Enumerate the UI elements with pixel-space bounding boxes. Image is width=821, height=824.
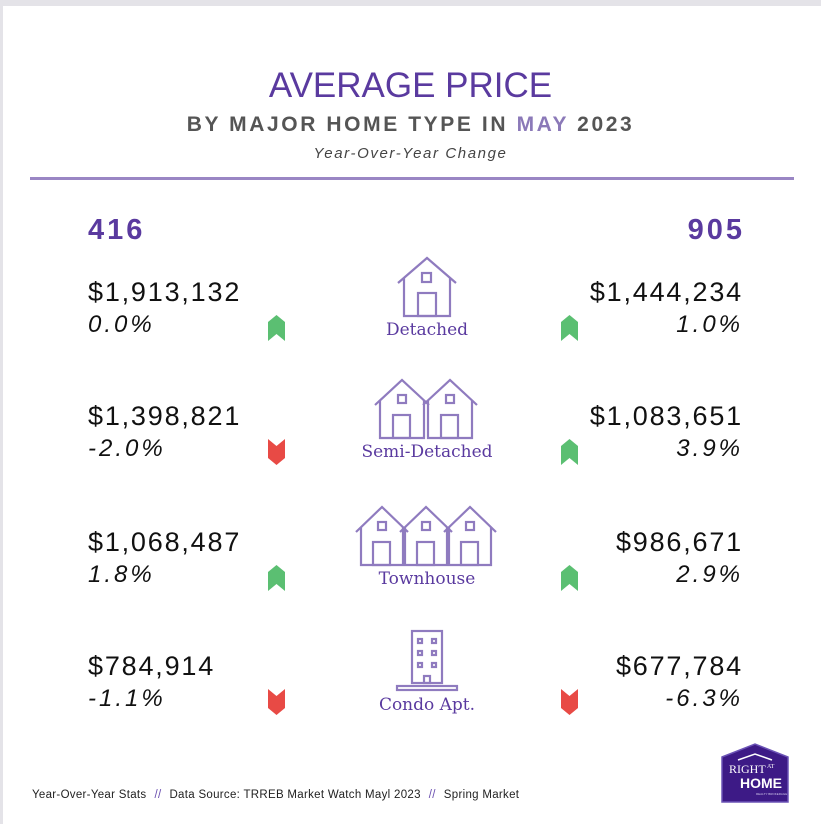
average-price: $1,083,651 bbox=[589, 401, 743, 431]
yoy-change: 3.9% bbox=[676, 435, 743, 462]
price-entry-left: $784,914 -1.1% bbox=[0, 651, 821, 761]
trend-up-icon bbox=[561, 315, 578, 341]
price-entry-left: $1,398,821 -2.0% bbox=[0, 401, 821, 511]
footer-stats-label: Year-Over-Year Stats bbox=[32, 789, 147, 801]
page-title: AVERAGE PRICE bbox=[268, 66, 553, 105]
trend-down-icon bbox=[561, 689, 578, 715]
page-tagline: Year-Over-Year Change bbox=[313, 145, 508, 162]
region-label-right: 905 bbox=[687, 214, 745, 246]
price-entry-left: $1,068,487 1.8% bbox=[0, 527, 821, 637]
detached-house-icon bbox=[397, 256, 457, 318]
header-divider bbox=[30, 177, 794, 180]
price-entry-right: $677,784 -6.3% bbox=[0, 651, 821, 761]
yoy-change: 1.0% bbox=[676, 311, 743, 338]
average-price: $784,914 bbox=[88, 651, 216, 681]
price-entry-right: $986,671 2.9% bbox=[0, 527, 821, 637]
yoy-change: 2.9% bbox=[676, 561, 743, 588]
footer-separator: // bbox=[428, 789, 436, 801]
home-type-label: Semi-Detached bbox=[361, 442, 493, 462]
infographic-page bbox=[3, 6, 821, 824]
average-price: $1,068,487 bbox=[88, 527, 242, 557]
logo-text-tagline: REALTY BROKERAGE bbox=[756, 792, 787, 796]
logo-house-icon: RIGHT AT HOME REALTY BROKERAGE bbox=[721, 743, 789, 803]
home-type-label: Detached bbox=[385, 320, 469, 340]
yoy-change: -6.3% bbox=[665, 685, 743, 712]
yoy-change: -2.0% bbox=[88, 435, 166, 462]
footer-data-source: Data Source: TRREB Market Watch Mayl 202… bbox=[169, 789, 421, 801]
semi-detached-house-icon bbox=[374, 378, 478, 440]
trend-up-icon bbox=[268, 315, 285, 341]
region-label-left: 416 bbox=[88, 214, 146, 246]
average-price: $986,671 bbox=[615, 527, 743, 557]
trend-down-icon bbox=[268, 689, 285, 715]
logo-text-home: HOME bbox=[740, 775, 782, 791]
trend-up-icon bbox=[561, 565, 578, 591]
trend-down-icon bbox=[268, 439, 285, 465]
footer-market-label: Spring Market bbox=[443, 789, 520, 801]
yoy-change: 0.0% bbox=[88, 311, 155, 338]
condo-building-icon bbox=[395, 629, 459, 692]
subtitle-year: 2023 bbox=[577, 113, 635, 136]
trend-up-icon bbox=[561, 439, 578, 465]
home-type-label: Townhouse bbox=[378, 569, 476, 589]
price-entry-left: $1,913,132 0.0% bbox=[0, 277, 821, 387]
yoy-change: 1.8% bbox=[88, 561, 155, 588]
subtitle-text: BY MAJOR HOME TYPE IN bbox=[186, 113, 509, 136]
footer: Year-Over-Year Stats // Data Source: TRREB… bbox=[32, 789, 519, 801]
average-price: $1,444,234 bbox=[589, 277, 743, 307]
price-entry-right: $1,083,651 3.9% bbox=[0, 401, 821, 511]
average-price: $677,784 bbox=[615, 651, 743, 681]
average-price: $1,913,132 bbox=[88, 277, 242, 307]
subtitle-month: MAY bbox=[516, 113, 569, 136]
page-subtitle: BY MAJOR HOME TYPE IN MAY 2023 bbox=[0, 113, 821, 137]
average-price: $1,398,821 bbox=[88, 401, 242, 431]
right-at-home-logo: RIGHT AT HOME REALTY BROKERAGE bbox=[720, 743, 790, 803]
footer-separator: // bbox=[154, 789, 162, 801]
home-type-townhouse: Townhouse bbox=[327, 505, 527, 589]
logo-text-at: AT bbox=[767, 764, 775, 770]
home-type-label: Condo Apt. bbox=[378, 695, 476, 715]
trend-up-icon bbox=[268, 565, 285, 591]
price-entry-right: $1,444,234 1.0% bbox=[0, 277, 821, 387]
logo-text-right: RIGHT bbox=[729, 762, 766, 776]
townhouse-icon bbox=[355, 505, 497, 567]
home-type-detached: Detached bbox=[327, 256, 527, 340]
home-type-condo: Condo Apt. bbox=[327, 629, 527, 715]
home-type-semi-detached: Semi-Detached bbox=[327, 378, 527, 462]
yoy-change: -1.1% bbox=[88, 685, 166, 712]
